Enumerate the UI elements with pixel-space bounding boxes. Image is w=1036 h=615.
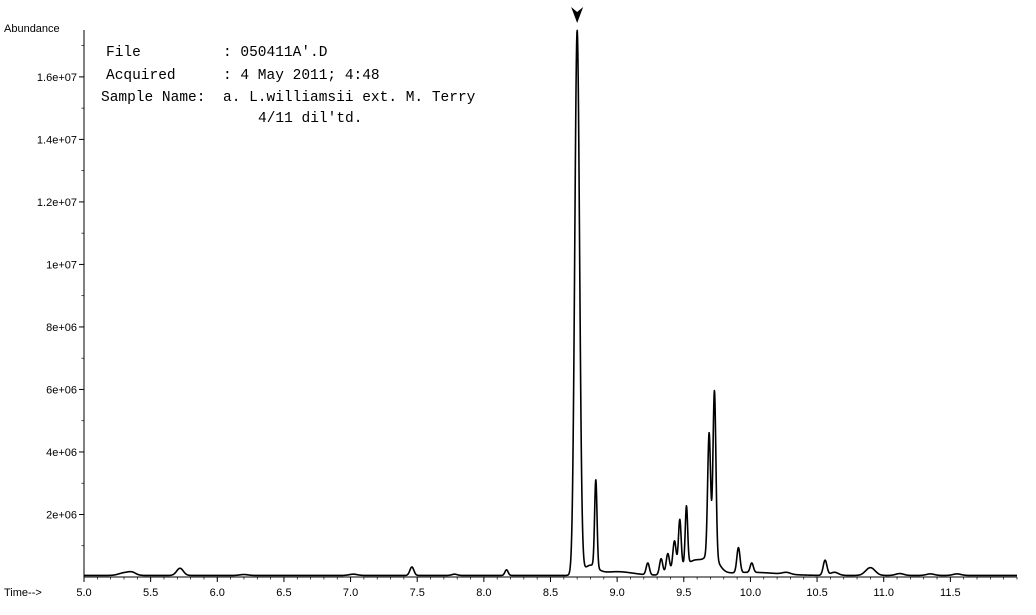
x-tick-label: 7.0: [343, 587, 358, 599]
y-tick-label: 1.6e+07: [37, 72, 77, 84]
chromatogram-trace: [83, 29, 1018, 577]
y-tick-label: 4e+06: [46, 447, 77, 459]
y-tick-label: 2e+06: [46, 509, 77, 521]
sample-name-value-2: 4/11 dil'td.: [258, 111, 362, 127]
peak-marker-arrow-icon: [571, 7, 584, 23]
x-tick-label: 9.0: [609, 587, 624, 599]
file-label: File: [106, 45, 141, 61]
y-axis-title: Abundance: [4, 23, 60, 35]
y-ticks: 2e+06 4e+06 6e+06 8e+06 1e+07 1.2e+07 1.4e+07 1…: [37, 72, 84, 521]
x-tick-label: 5.5: [143, 587, 158, 599]
x-ticks: 5.0 5.5 6.0 6.5 7.0 7.5 8.0 8.5 9.0 9.5 10.0 10.5 11…: [76, 577, 961, 599]
x-tick-label: 5.0: [76, 587, 91, 599]
acquired-label: Acquired: [106, 68, 176, 84]
x-tick-label: 9.5: [676, 587, 691, 599]
y-tick-label: 1.4e+07: [37, 134, 77, 146]
x-tick-label: 10.0: [740, 587, 761, 599]
x-tick-label: 7.5: [410, 587, 425, 599]
sample-name-label: Sample Name:: [101, 90, 205, 106]
x-tick-label: 6.5: [276, 587, 291, 599]
y-tick-label: 6e+06: [46, 384, 77, 396]
x-tick-label: 8.5: [543, 587, 558, 599]
y-tick-label: 8e+06: [46, 322, 77, 334]
y-tick-label: 1e+07: [46, 259, 77, 271]
x-tick-label: 8.0: [476, 587, 491, 599]
x-tick-label: 11.0: [873, 587, 894, 599]
y-tick-label: 1.2e+07: [37, 197, 77, 209]
x-tick-label: 11.5: [940, 587, 961, 599]
x-tick-label: 10.5: [806, 587, 827, 599]
minor-ticks: [81, 45, 1018, 580]
x-axis-title: Time-->: [4, 587, 42, 599]
x-tick-label: 6.0: [210, 587, 225, 599]
sample-name-value: a. L.williamsii ext. M. Terry: [223, 90, 476, 106]
acquired-value: : 4 May 2011; 4:48: [223, 68, 380, 84]
file-value: : 050411A'.D: [223, 45, 327, 61]
